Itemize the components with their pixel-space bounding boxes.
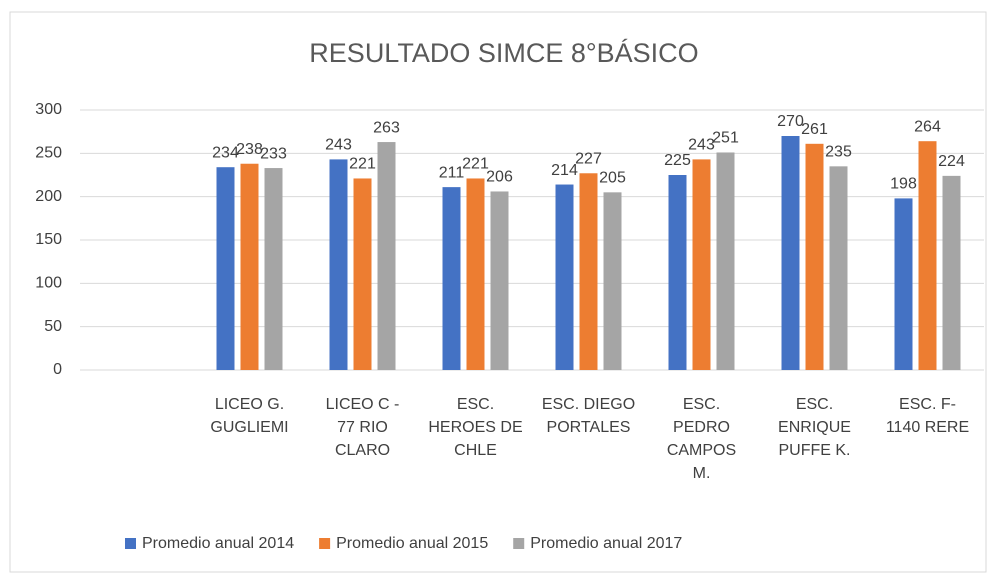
x-tick-label: ESC. PEDRO CAMPOS M. [667,396,736,482]
legend-swatch [319,538,331,549]
data-label: 198 [890,176,917,193]
bar [668,175,687,370]
bar [603,192,622,370]
data-label: 263 [373,119,400,136]
legend-swatch [513,538,525,549]
data-label: 214 [551,162,578,179]
data-label: 221 [349,156,376,173]
y-tick-label: 200 [35,188,62,205]
legend-label: Promedio anual 2015 [336,535,488,552]
bar [442,187,461,370]
data-label: 243 [688,137,715,154]
bar [490,191,509,370]
legend-label: Promedio anual 2014 [142,535,294,552]
x-tick-label: LICEO C -77 RIO CLARO [326,396,400,459]
bar [466,178,485,370]
bar [579,173,598,370]
data-label: 211 [439,164,465,181]
data-label: 233 [260,145,287,162]
y-tick-label: 300 [35,101,62,118]
y-tick-label: 250 [35,145,62,162]
bar [894,198,913,370]
x-tick-label: ESC. HEROES DE CHLE [428,396,522,459]
data-label: 227 [575,150,602,167]
bar [942,175,961,370]
data-label: 243 [325,137,352,154]
y-tick-label: 0 [53,361,62,378]
bar [329,159,348,370]
bar [555,184,574,370]
legend-swatch [125,538,136,549]
data-label: 205 [599,170,626,187]
x-tick-label: ESC. F-1140 RERE [886,396,969,436]
bar [377,142,396,370]
bar [240,163,259,370]
bar [716,152,735,370]
data-label: 225 [664,152,691,169]
bar [781,136,800,370]
y-tick-label: 100 [35,275,62,292]
bar [216,167,235,370]
data-label: 270 [777,113,804,130]
bar [918,141,937,370]
data-label: 261 [801,121,828,138]
data-label: 206 [486,169,513,186]
data-label: 238 [236,141,263,158]
legend-label: Promedio anual 2017 [530,535,682,552]
bar [264,168,283,370]
data-label: 264 [914,118,941,135]
data-label: 221 [462,156,489,173]
x-tick-label: ESC. DIEGO PORTALES [542,396,635,436]
data-label: 235 [825,144,852,161]
bar [829,166,848,370]
chart-title: RESULTADO SIMCE 8°BÁSICO [309,38,698,68]
bar [692,159,711,370]
data-label: 224 [938,153,965,170]
bar [805,143,824,370]
x-tick-label: LICEO G. GUGLIEMI [210,396,288,436]
y-tick-label: 50 [44,318,62,335]
x-tick-label: ESC. ENRIQUE PUFFE K. [778,396,851,459]
data-label: 234 [212,144,239,161]
y-tick-label: 150 [35,231,62,248]
bar [353,178,372,370]
data-label: 251 [712,130,739,147]
